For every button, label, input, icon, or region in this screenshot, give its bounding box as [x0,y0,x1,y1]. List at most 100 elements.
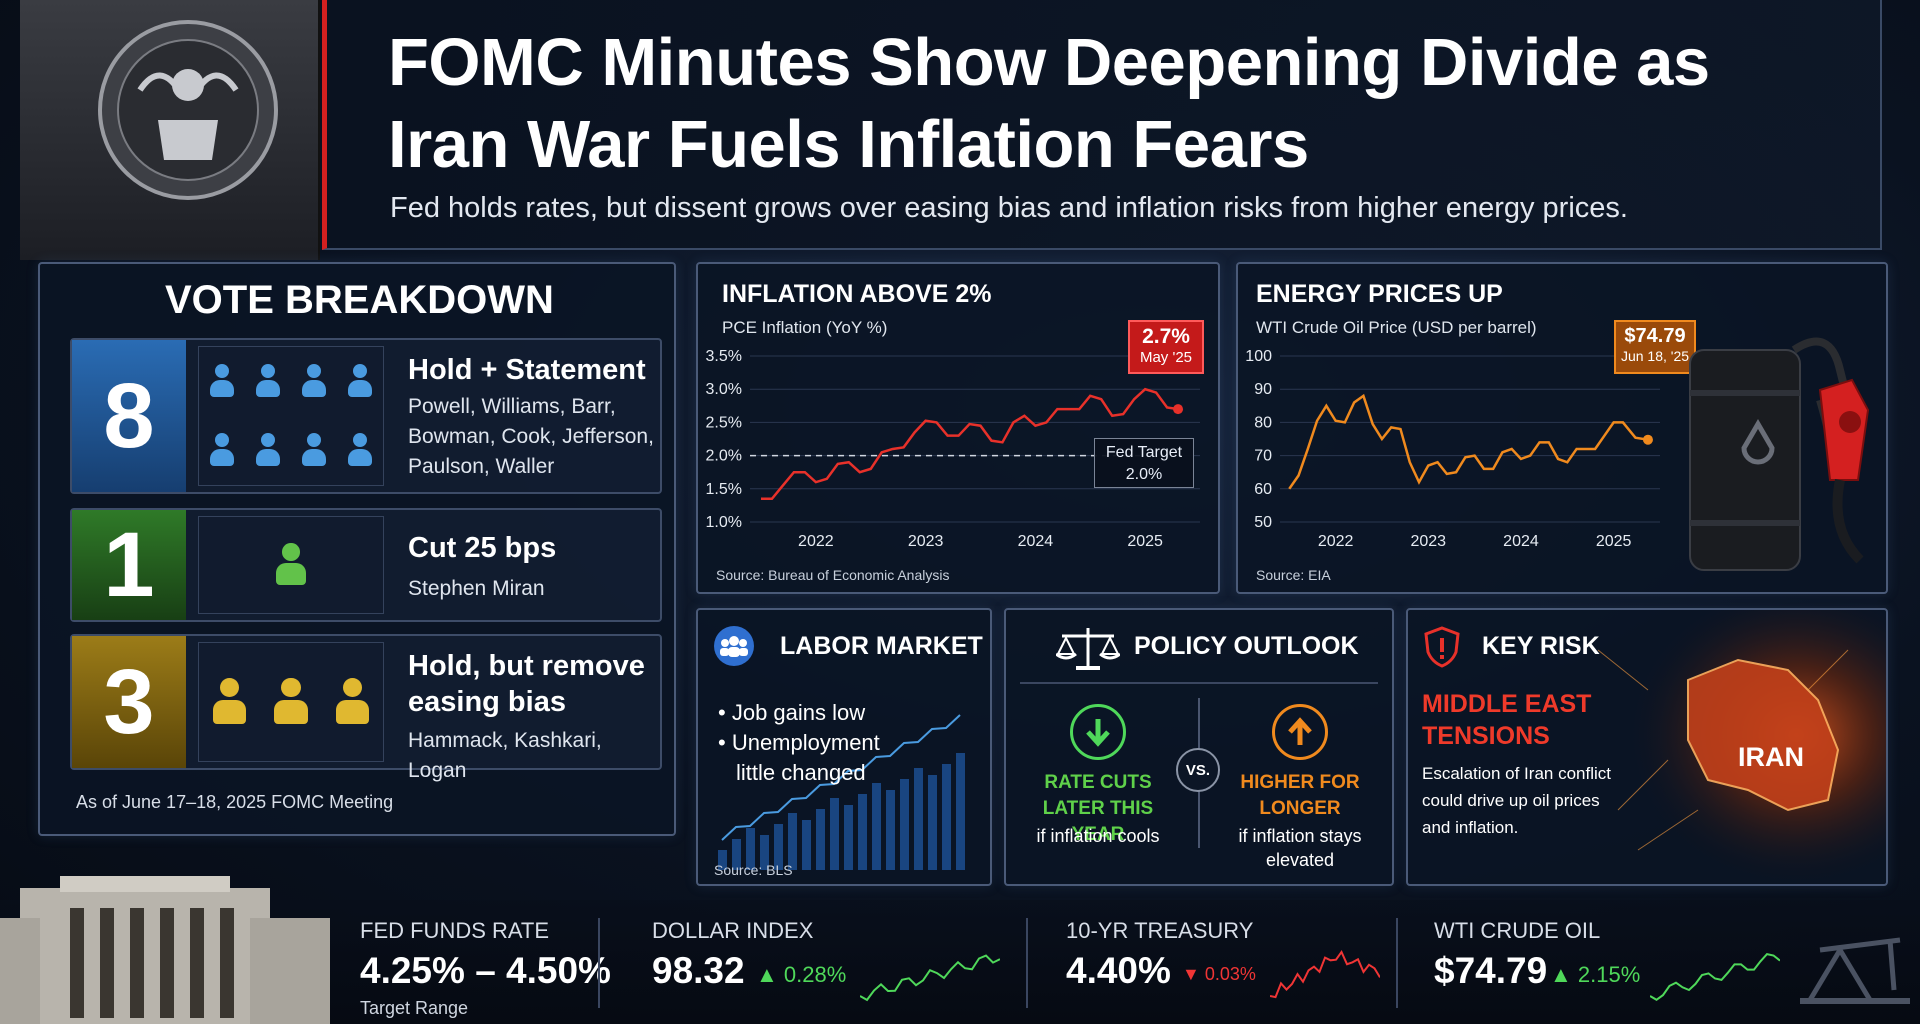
energy-title: ENERGY PRICES UP [1256,280,1503,308]
page-subtitle: Fed holds rates, but dissent grows over … [390,192,1628,224]
y-tick-label: 80 [1254,414,1272,431]
labor-bar [900,779,909,870]
person-icon [252,363,284,399]
callout-value: 2.7% [1142,325,1190,348]
last-point [1642,434,1653,445]
y-tick-label: 90 [1254,381,1272,398]
fed-target-label: Fed Target 2.0% [1094,438,1194,488]
dollar-index-value: 98.32 [652,950,745,991]
wti-value: $74.79 [1434,950,1548,991]
ticker-divider [1026,918,1028,1008]
people-icons-group [198,642,384,762]
header-panel [322,0,1882,250]
y-tick-label: 1.0% [706,514,742,531]
wti-label: WTI CRUDE OIL [1434,918,1601,943]
vote-row-hold: 8 Hold + Statement Powell, Williams, Bar… [70,338,662,494]
labor-bar-chart-bg [718,714,965,870]
inflation-subtitle: PCE Inflation (YoY %) [722,318,888,337]
oil-chart: 100 90 80 70 60 50 2022 2023 2024 2025 [1245,348,1660,550]
inflation-source: Source: Bureau of Economic Analysis [716,567,950,583]
treasury-label: 10-YR TREASURY [1066,918,1254,943]
labor-source: Source: BLS [714,862,793,878]
labor-bar [858,794,867,870]
person-icon [252,432,284,468]
sparkline-path [1650,953,1780,1001]
higher-longer-heading: HIGHER FOR LONGER [1240,772,1360,819]
arrow-up-icon [1272,704,1328,760]
x-tick-label: 2024 [1018,533,1054,550]
labor-bar [872,783,881,870]
vs-badge: VS. [1176,748,1220,792]
policy-title: POLICY OUTLOOK [1134,632,1359,660]
fed-funds-value: 4.25% – 4.50% [360,950,611,991]
labor-bar [774,824,783,870]
oil-barrel-pump-icon [1689,337,1870,571]
labor-bar [788,813,797,870]
iran-map-graphic [1578,610,1886,884]
labor-bar [886,790,895,870]
person-icon [344,363,376,399]
page-title: FOMC Minutes Show Deepening Divide as Ir… [388,25,1710,182]
labor-bar [928,775,937,870]
x-tick-label: 2025 [1127,533,1163,550]
fed-funds-note: Target Range [360,998,469,1018]
vote-count: 1 [72,510,186,620]
vote-names: Hammack, Kashkari, Logan [408,729,602,782]
y-tick-label: 2.5% [706,414,742,431]
y-tick-label: 50 [1254,514,1272,531]
labor-bar [760,835,769,870]
risk-heading: MIDDLE EAST TENSIONS [1422,690,1592,750]
labor-bar [942,764,951,870]
name-line: Powell, Williams, Barr, [408,395,616,418]
vote-breakdown-title: VOTE BREAKDOWN [165,278,554,322]
x-tick-label: 2024 [1503,533,1539,550]
labor-bullets: • Job gains low • Unemployment little ch… [718,698,880,788]
people-icons-group [198,346,384,486]
labor-bar [844,805,853,870]
key-risk-panel [1406,608,1888,886]
higher-longer-condition: if inflation stays elevated [1238,826,1362,870]
person-icon [206,363,238,399]
inflation-panel [696,262,1220,594]
vote-names: Powell, Williams, Barr, Bowman, Cook, Je… [408,392,654,482]
callout-date: May '25 [1139,349,1193,366]
vote-row-cut: 1 Cut 25 bps Stephen Miran [70,508,662,622]
ticker-divider [1396,918,1398,1008]
labor-bar [830,798,839,870]
sparkline-path [860,954,1000,1002]
treasury-change: ▼ 0.03% [1182,964,1256,984]
inflation-title: INFLATION ABOVE 2% [722,280,992,308]
key-risk-title: KEY RISK [1482,632,1600,660]
y-tick-label: 3.0% [706,381,742,398]
fed-funds-label: FED FUNDS RATE [360,918,550,943]
fed-building-graphic [0,876,330,1024]
labor-bar [718,850,727,870]
sparkline-path [1270,950,1380,999]
vote-count: 8 [72,340,186,492]
person-icon [208,677,252,726]
dollar-index-sparkline [860,954,1000,1002]
labor-bar [816,809,825,870]
name-line: Bowman, Cook, Jefferson, [408,425,654,448]
bullet-item: little changed [736,760,866,785]
vote-heading: Hold + Statement [408,354,646,386]
vote-names: Stephen Miran [408,577,545,600]
fed-seal-area [20,0,320,260]
wti-change: ▲ 2.15% [1550,962,1641,987]
vote-heading: Cut 25 bps [408,532,557,564]
rate-cuts-heading: RATE CUTS LATER THIS YEAR [1042,772,1154,845]
people-icons-group [198,516,384,614]
bullet-item: • Job gains low [718,700,866,725]
oil-pumpjack-icon [1800,937,1910,1004]
x-tick-label: 2022 [798,533,834,550]
vote-footnote: As of June 17–18, 2025 FOMC Meeting [76,792,394,812]
x-tick-label: 2023 [1410,533,1446,550]
labor-bar [746,828,755,870]
people-group-icon [714,626,754,666]
y-tick-label: 1.5% [706,481,742,498]
x-tick-label: 2025 [1596,533,1632,550]
x-tick-label: 2022 [1318,533,1354,550]
dollar-index-label: DOLLAR INDEX [652,918,814,943]
series-line [1288,393,1649,490]
person-icon [344,432,376,468]
